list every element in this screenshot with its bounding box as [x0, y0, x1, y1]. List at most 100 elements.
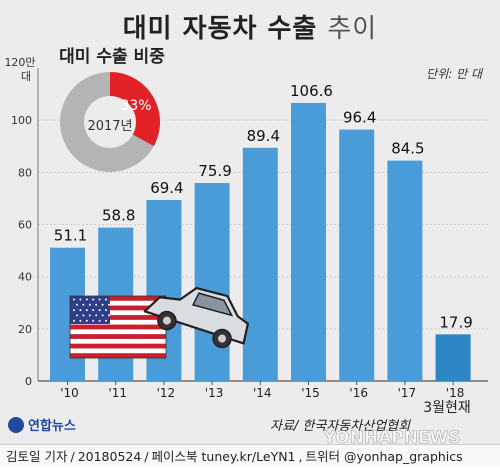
- flag-star: [98, 319, 101, 322]
- bar: [194, 183, 230, 381]
- chart-svg: 0 20 40 60 80 100 51.1 '10 58.8 '11 69.4 '12 75.9 '1…: [4, 47, 488, 444]
- flag-star: [92, 319, 95, 322]
- flag-stripe: [70, 296, 166, 301]
- footer-credits: 김토일 기자/20180524/페이스북 tuney.kr/LeYN1, 트위터 …: [0, 444, 500, 467]
- x-tick-label: '10: [60, 386, 79, 400]
- last-bar-note: 3월현재: [423, 400, 471, 416]
- bar: [387, 160, 423, 381]
- yonhap-logo-icon: [8, 417, 24, 433]
- flag-stripe: [70, 329, 166, 335]
- bar-value-label: 17.9: [439, 313, 472, 331]
- bar-value-label: 89.4: [247, 127, 280, 145]
- pie-hole: [84, 96, 136, 148]
- flag-star: [108, 303, 110, 306]
- flag-star: [95, 303, 98, 306]
- flag-stripe: [70, 334, 166, 340]
- flag-stars: [73, 298, 110, 322]
- inset-pie-title: 대미 수출 비중: [59, 47, 165, 67]
- flag-canton: [70, 296, 110, 324]
- flag-star: [79, 298, 82, 301]
- y-tick-label: 0: [25, 375, 32, 388]
- yonhap-logo-text: 연합뉴스: [28, 418, 76, 434]
- y-tick-label: 100: [11, 114, 32, 127]
- flag-star: [82, 303, 85, 306]
- x-tick-label: '15: [301, 386, 320, 400]
- label-layer: 51.1 '10 58.8 '11 69.4 '12 75.9 '13 89.4 '14 106.6…: [54, 82, 473, 400]
- flag-star: [105, 298, 107, 301]
- y-tick-label: 80: [18, 166, 32, 179]
- x-tick-label: '16: [349, 386, 368, 400]
- flag-star: [88, 314, 91, 317]
- us-flag-illustration: [69, 295, 167, 359]
- source-note: 자료/ 한국자동차산업협회: [270, 419, 411, 434]
- flag-stripe: [70, 338, 166, 344]
- flag-stripe: [70, 319, 166, 325]
- x-tick-label: '18: [446, 386, 465, 400]
- inset-pie-chart: 대미 수출 비중 2017년 33%: [59, 47, 165, 173]
- y-tick-label: 20: [18, 323, 32, 336]
- flag-stripes: [70, 296, 166, 359]
- bar: [339, 129, 375, 381]
- flag-star: [76, 303, 78, 306]
- chart-title-main: 대미 자동차 수출: [122, 14, 318, 44]
- y-tick-label: 60: [18, 219, 32, 232]
- flag-stripe: [70, 324, 166, 330]
- unit-note: 단위: 만 대: [426, 67, 484, 81]
- y-tick-label: 40: [18, 271, 32, 284]
- yonhap-logo: 연합뉴스: [8, 417, 76, 434]
- flag-star: [85, 319, 88, 322]
- flag-stripe: [70, 343, 166, 349]
- pie-share-label: 33%: [120, 98, 151, 114]
- flag-star: [95, 314, 98, 317]
- bar-value-label: 84.5: [391, 140, 424, 158]
- pie-year-label: 2017년: [87, 119, 132, 134]
- flag-stripe: [70, 300, 166, 306]
- flag-star: [101, 303, 104, 306]
- bar-value-label: 96.4: [343, 109, 376, 127]
- chart-title-suffix: 추이: [327, 14, 378, 44]
- flag-star: [88, 303, 91, 306]
- car-illustration: [143, 287, 249, 349]
- x-tick-label: '13: [205, 386, 224, 400]
- bar-value-label: 58.8: [102, 207, 135, 225]
- bar: [291, 102, 326, 382]
- flag-star: [73, 298, 75, 301]
- footer-facebook[interactable]: 페이스북 tuney.kr/LeYN1: [151, 449, 296, 464]
- flag-star: [79, 319, 82, 322]
- bar-value-label: 69.4: [150, 179, 183, 197]
- flag-star: [85, 298, 88, 301]
- flag-star: [76, 314, 78, 317]
- flag-star: [73, 319, 75, 322]
- footer-twitter[interactable]: 트위터 @yonhap_graphics: [305, 449, 463, 464]
- flag-star: [98, 298, 101, 301]
- bar-value-label: 51.1: [54, 227, 87, 245]
- bar: [242, 147, 278, 381]
- x-tick-label: '17: [398, 386, 417, 400]
- flag-star: [79, 309, 82, 312]
- y-axis-unit-bottom: 대: [21, 70, 31, 83]
- bar-value-label: 106.6: [290, 82, 333, 100]
- flag-star: [92, 309, 95, 312]
- chart-title: 대미 자동차 수출 추이: [0, 8, 500, 45]
- flag-star: [73, 309, 75, 312]
- flag-star: [105, 309, 107, 312]
- x-tick-label: '11: [108, 386, 127, 400]
- flag-stripe: [70, 305, 166, 311]
- flag-star: [92, 298, 95, 301]
- x-tick-label: '14: [253, 386, 272, 400]
- flag-star: [108, 314, 110, 317]
- watermark: YONHAPNEWS: [322, 428, 460, 444]
- x-tick-label: '12: [157, 386, 176, 400]
- bar: [435, 334, 471, 381]
- flag-stripe: [70, 310, 166, 316]
- footer-date: 20180524: [77, 449, 142, 464]
- bar-value-label: 75.9: [198, 162, 231, 180]
- flag-stripe: [70, 348, 166, 354]
- flag-stripe: [70, 315, 166, 321]
- flag-stripe: [70, 353, 166, 359]
- flag-star: [105, 319, 107, 322]
- y-axis-unit-top: 120만: [4, 56, 35, 69]
- flag-star: [101, 314, 104, 317]
- footer-author: 김토일 기자: [6, 449, 68, 464]
